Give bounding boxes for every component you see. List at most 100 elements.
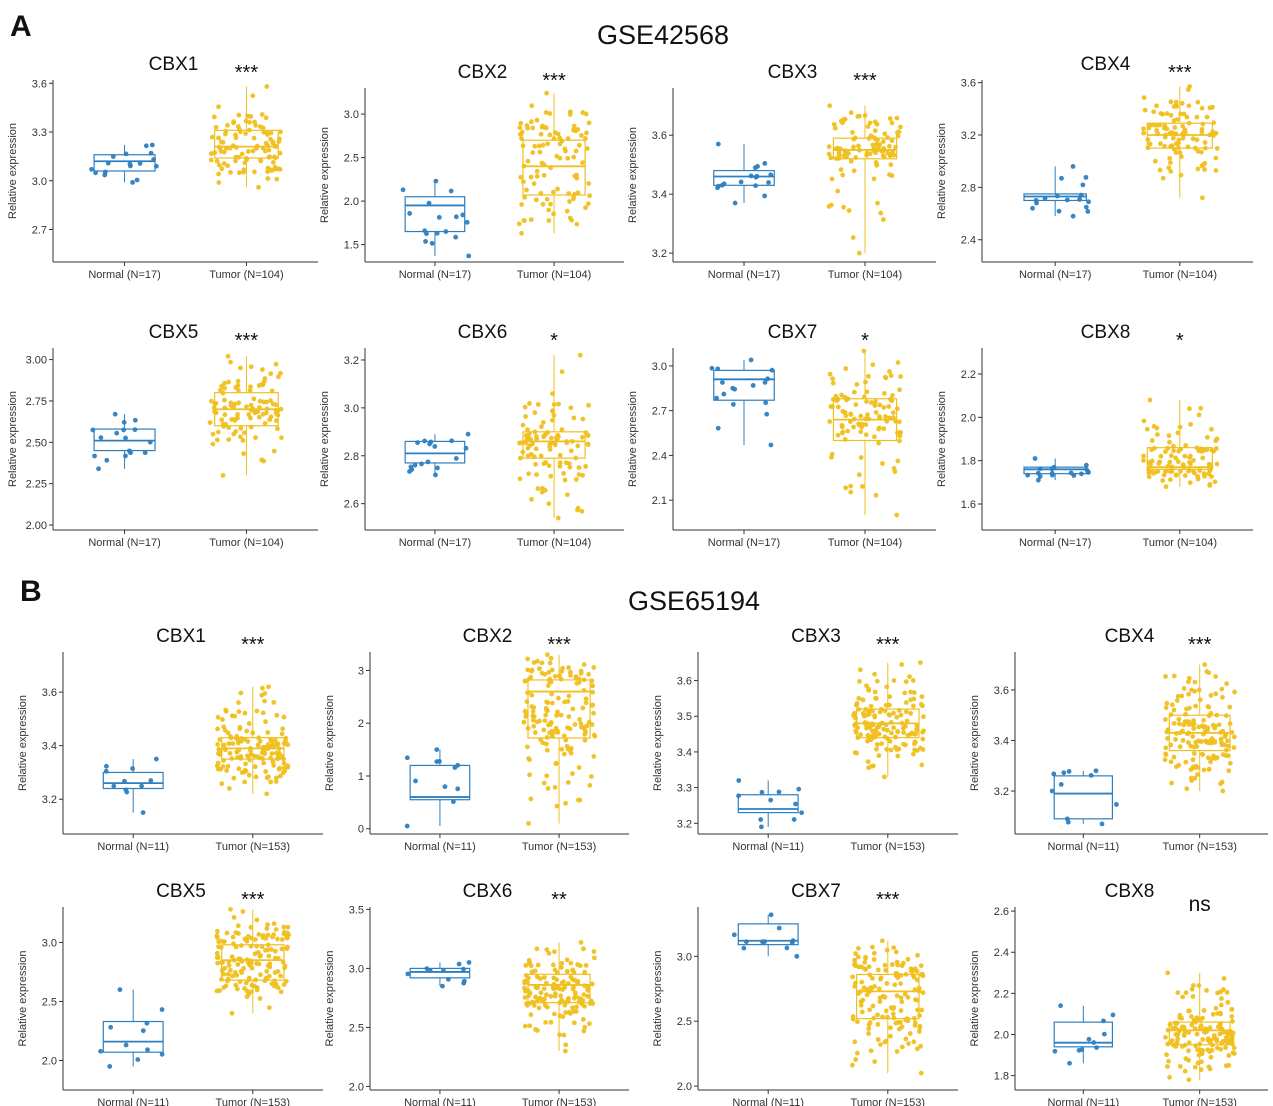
data-point	[1189, 687, 1195, 693]
data-point	[546, 207, 552, 213]
data-point	[877, 402, 883, 408]
box-iqr	[404, 196, 466, 233]
data-point	[273, 361, 279, 367]
data-point	[760, 939, 765, 945]
data-point	[889, 138, 895, 144]
data-point	[255, 754, 261, 759]
data-point	[872, 713, 878, 719]
data-point	[1207, 105, 1213, 111]
data-point	[799, 810, 805, 816]
data-point	[563, 800, 568, 806]
data-point	[899, 1044, 905, 1050]
data-point	[547, 111, 553, 116]
data-point	[565, 780, 571, 785]
data-point	[130, 179, 135, 185]
box-iqr	[409, 764, 471, 801]
data-point	[220, 390, 226, 396]
data-point	[902, 991, 908, 997]
data-point	[914, 1046, 920, 1052]
data-point	[558, 999, 564, 1005]
data-point	[1230, 1050, 1236, 1056]
data-point	[1217, 1022, 1223, 1027]
data-point	[1025, 472, 1031, 478]
data-point	[259, 457, 265, 463]
data-point	[147, 439, 153, 445]
data-point	[1188, 775, 1194, 781]
data-point	[1208, 693, 1214, 698]
data-point	[1078, 192, 1084, 198]
data-point	[273, 948, 278, 954]
data-point	[215, 960, 221, 966]
data-point	[231, 914, 237, 920]
data-point	[1193, 703, 1199, 709]
data-point	[98, 435, 104, 440]
data-point	[894, 406, 900, 412]
data-point	[1101, 1018, 1106, 1024]
data-point	[248, 943, 254, 949]
data-point	[1227, 760, 1233, 766]
data-point	[412, 462, 418, 468]
box-iqr	[522, 139, 586, 196]
data-point	[217, 752, 223, 757]
data-point	[1220, 788, 1226, 794]
data-point	[443, 229, 449, 234]
data-point	[882, 708, 888, 714]
data-point	[591, 955, 597, 961]
data-point	[272, 983, 277, 989]
data-point	[534, 974, 540, 980]
data-point	[911, 696, 917, 702]
data-point	[869, 400, 874, 405]
data-point	[1215, 990, 1221, 996]
data-point	[528, 217, 534, 223]
data-point	[911, 751, 916, 757]
data-point	[440, 983, 445, 989]
x-tick-label: Normal (N=17)	[399, 537, 471, 549]
data-point	[251, 396, 257, 402]
data-point	[1181, 111, 1187, 117]
data-point	[857, 679, 862, 684]
data-point	[555, 515, 561, 521]
data-point	[853, 155, 859, 160]
data-point	[253, 435, 258, 440]
data-point	[278, 406, 284, 412]
data-point	[225, 122, 230, 128]
data-point	[883, 702, 889, 708]
data-point	[541, 433, 547, 439]
data-point	[586, 402, 591, 408]
data-point	[278, 129, 283, 135]
x-tick-label: Normal (N=17)	[88, 537, 160, 549]
y-tick-label: 3.2	[961, 130, 976, 142]
data-point	[284, 946, 290, 951]
data-point	[870, 763, 876, 769]
data-point	[848, 158, 854, 164]
data-point	[580, 472, 585, 478]
data-point	[921, 714, 926, 720]
data-point	[534, 168, 540, 174]
data-point	[893, 949, 899, 955]
data-point	[889, 962, 895, 967]
data-point	[1145, 145, 1151, 151]
data-point	[736, 793, 741, 799]
data-point	[264, 926, 270, 931]
data-point	[1204, 988, 1209, 993]
data-point	[1168, 99, 1174, 105]
data-point	[1094, 1045, 1099, 1050]
data-point	[123, 453, 128, 459]
data-point	[1189, 1022, 1195, 1028]
data-point	[591, 732, 597, 738]
points-tumor	[1141, 84, 1220, 201]
data-point	[1214, 1039, 1220, 1044]
data-point	[581, 662, 587, 667]
data-point	[1194, 765, 1200, 770]
box-normal	[409, 749, 471, 827]
y-tick-label: 2.0	[42, 1055, 57, 1067]
data-point	[436, 214, 442, 220]
data-point	[575, 507, 580, 513]
data-point	[279, 731, 285, 737]
data-point	[840, 430, 845, 436]
data-point	[537, 996, 542, 1002]
data-point	[591, 665, 597, 670]
data-point	[517, 455, 523, 461]
data-point	[583, 962, 589, 968]
data-point	[208, 157, 214, 163]
